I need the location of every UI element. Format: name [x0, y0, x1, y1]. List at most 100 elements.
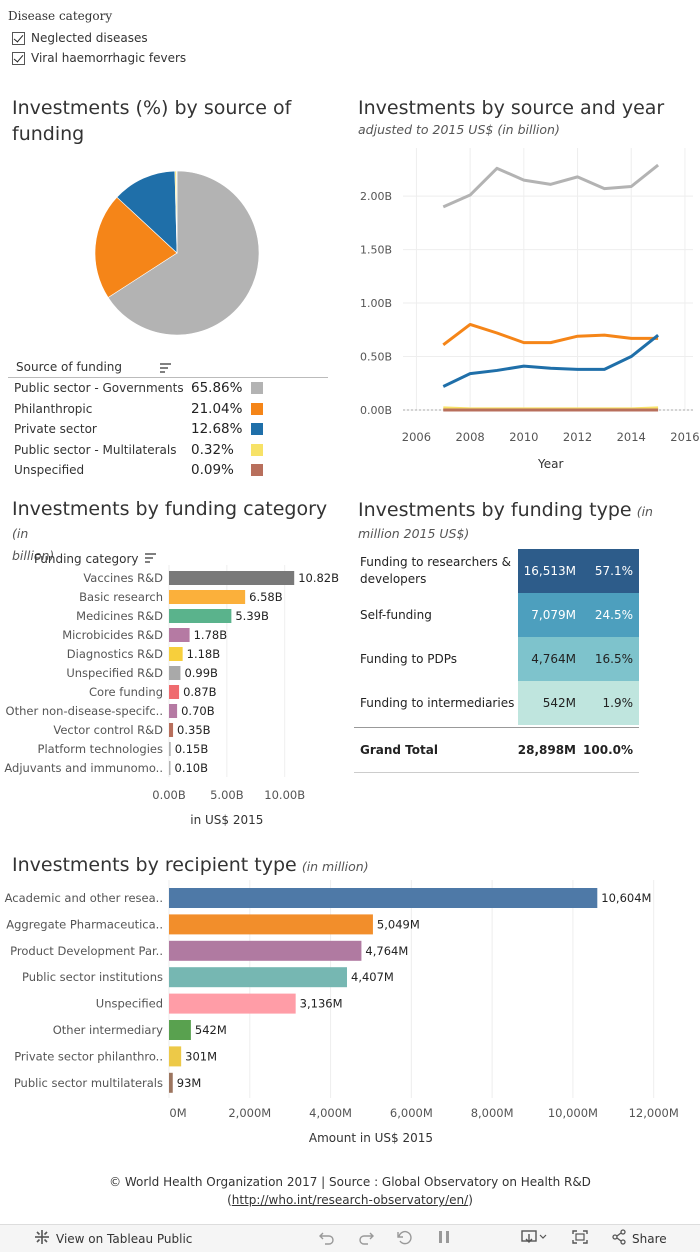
checkbox-checked-icon[interactable] [12, 31, 25, 45]
bar-value-label: 0.70B [181, 704, 215, 718]
fullscreen-icon[interactable] [571, 1229, 589, 1249]
bar-value-label: 0.35B [177, 723, 211, 737]
recipient-chart-title-text: Investments by recipient type [12, 854, 297, 876]
pie-chart[interactable] [90, 166, 265, 341]
x-axis-label: in US$ 2015 [190, 813, 263, 827]
series-line[interactable] [442, 163, 660, 209]
recipient-label: Aggregate Pharmaceutica.. [6, 917, 163, 931]
legend-value: 12.68% [191, 421, 243, 438]
recipient-bar[interactable] [169, 1046, 182, 1067]
funding-type-row[interactable]: Self-funding 7,079M 24.5% [354, 593, 639, 637]
funding-source-legend: Source of funding Public sector - Govern… [8, 360, 328, 481]
source-link[interactable]: http://who.int/research-observatory/en/ [231, 1193, 469, 1207]
recipient-bar[interactable] [169, 1072, 173, 1093]
category-bar[interactable] [169, 742, 171, 756]
funding-type-amount: 542M [518, 681, 578, 725]
legend-row[interactable]: Unspecified 0.09% [8, 460, 328, 481]
share-button[interactable]: Share [611, 1229, 667, 1248]
recipient-chart[interactable]: Academic and other resea.. 10,604M Aggrega… [0, 880, 700, 1150]
category-label: Diagnostics R&D [67, 647, 163, 661]
category-bar[interactable] [169, 723, 174, 737]
redo-icon[interactable] [357, 1229, 375, 1249]
series-line[interactable] [442, 322, 659, 346]
bar-value-label: 0.87B [183, 685, 217, 699]
filter-option-neglected-diseases[interactable]: Neglected diseases [12, 29, 148, 47]
legend-row[interactable]: Philanthropic 21.04% [8, 399, 328, 420]
bar-value-label: 93M [177, 1076, 202, 1090]
pie-slice[interactable] [107, 170, 260, 336]
legend-swatch [251, 443, 263, 456]
pie-chart-title-line2: funding [12, 123, 85, 145]
funding-type-row[interactable]: Funding to researchers & developers 16,5… [354, 549, 639, 593]
x-tick-label: 2016 [670, 430, 699, 444]
x-axis-label: Amount in US$ 2015 [309, 1131, 433, 1145]
sort-icon[interactable] [160, 362, 172, 373]
recipient-bar[interactable] [169, 993, 296, 1014]
paren-close: ) [468, 1193, 473, 1207]
grand-total-row[interactable]: Grand Total 28,898M 100.0% [354, 727, 639, 773]
revert-icon[interactable] [396, 1229, 414, 1249]
funding-type-title: Investments by funding type (in million … [358, 497, 688, 545]
x-tick-label: 8,000M [471, 1106, 514, 1120]
category-bar[interactable] [169, 628, 190, 642]
pause-icon[interactable] [436, 1229, 452, 1249]
filter-option-label: Viral haemorrhagic fevers [31, 51, 187, 65]
bar-value-label: 5.39B [235, 609, 269, 623]
legend-row[interactable]: Public sector - Multilaterals 0.32% [8, 440, 328, 461]
bar-value-label: 10.82B [298, 571, 339, 585]
legend-value: 0.32% [191, 441, 234, 458]
recipient-bar[interactable] [169, 888, 598, 908]
pie-slice[interactable] [94, 196, 178, 298]
sort-icon[interactable] [145, 552, 157, 563]
legend-swatch [251, 382, 263, 395]
legend-header[interactable]: Source of funding [8, 360, 328, 378]
bar-value-label: 5,049M [377, 917, 420, 931]
source-link-line: (http://who.int/research-observatory/en/… [0, 1191, 700, 1209]
recipient-label: Unspecified [96, 997, 163, 1011]
line-chart[interactable]: 0.00B 0.50B 1.00B 1.50B 2.00B 2006 2008 2010 201… [348, 148, 700, 478]
recipient-label: Public sector multilaterals [14, 1076, 163, 1090]
recipient-bar[interactable] [169, 1020, 191, 1040]
category-bar[interactable] [169, 609, 232, 623]
funding-category-chart[interactable]: Vaccines R&D 10.82B Basic research 6.58B Med… [0, 565, 350, 830]
category-chart-title-sub2: billion) [12, 548, 55, 563]
undo-icon[interactable] [318, 1229, 336, 1249]
category-label: Medicines R&D [76, 609, 163, 623]
bar-value-label: 1.18B [187, 647, 221, 661]
recipient-bar[interactable] [169, 914, 373, 935]
bar-value-label: 0.99B [184, 666, 218, 680]
legend-row[interactable]: Public sector - Governments 65.86% [8, 378, 328, 399]
funding-type-pct: 16.5% [578, 637, 639, 681]
pie-slice[interactable] [116, 170, 178, 254]
category-bar[interactable] [169, 685, 180, 699]
category-bar[interactable] [169, 761, 171, 775]
legend-value: 0.09% [191, 462, 234, 479]
y-tick-label: 0.50B [360, 351, 392, 364]
recipient-bar[interactable] [169, 967, 348, 988]
funding-type-name: Funding to intermediaries [360, 695, 515, 710]
download-icon[interactable] [521, 1229, 547, 1249]
x-tick-label: 6,000M [390, 1106, 433, 1120]
category-label: Unspecified R&D [66, 666, 163, 680]
category-bar[interactable] [169, 571, 295, 585]
series-line[interactable] [442, 333, 660, 388]
view-on-tableau-button[interactable]: View on Tableau Public [34, 1229, 192, 1248]
category-bar[interactable] [169, 704, 178, 718]
recipient-bar[interactable] [169, 940, 362, 961]
recipient-label: Academic and other resea.. [5, 891, 163, 905]
filter-option-viral-haemorrhagic-fevers[interactable]: Viral haemorrhagic fevers [12, 49, 186, 67]
x-tick-label: 2006 [402, 430, 431, 444]
category-bar[interactable] [169, 666, 181, 680]
legend-row[interactable]: Private sector 12.68% [8, 419, 328, 440]
checkbox-checked-icon[interactable] [12, 51, 25, 65]
funding-category-header[interactable]: Funding category [34, 552, 157, 566]
y-tick-label: 1.00B [360, 297, 392, 310]
paren-open: ( [227, 1193, 232, 1207]
category-bar[interactable] [169, 647, 183, 661]
x-tick-label: 12,000M [629, 1106, 679, 1120]
funding-type-row[interactable]: Funding to PDPs 4,764M 16.5% [354, 637, 639, 681]
funding-type-row[interactable]: Funding to intermediaries 542M 1.9% [354, 681, 639, 725]
category-bar[interactable] [169, 590, 246, 604]
funding-type-name: Funding to researchers & developers [360, 555, 511, 586]
bar-value-label: 10,604M [601, 891, 651, 905]
